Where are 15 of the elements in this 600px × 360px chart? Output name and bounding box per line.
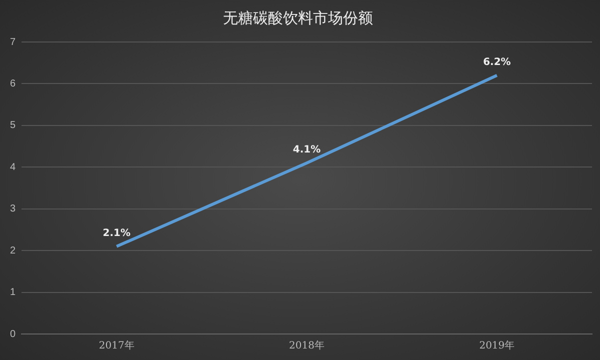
x-tick-label: 2018年 [289, 340, 325, 352]
x-tick-label: 2019年 [479, 340, 515, 352]
y-tick-label: 7 [10, 36, 16, 48]
y-tick-label: 1 [10, 287, 16, 298]
y-tick-label: 2 [10, 245, 16, 256]
y-tick-label: 3 [10, 204, 16, 215]
data-label: 2.1% [102, 228, 130, 239]
y-tick-label: 4 [10, 162, 16, 173]
x-tick-label: 2017年 [98, 340, 134, 352]
y-tick-label: 5 [10, 120, 16, 132]
data-label: 6.2% [483, 56, 511, 68]
data-label: 4.1% [292, 144, 321, 156]
chart-title: 无糖碳酸饮料市场份额 [223, 8, 373, 27]
y-tick-label: 6 [10, 78, 16, 90]
y-tick-label: 0 [10, 328, 16, 340]
